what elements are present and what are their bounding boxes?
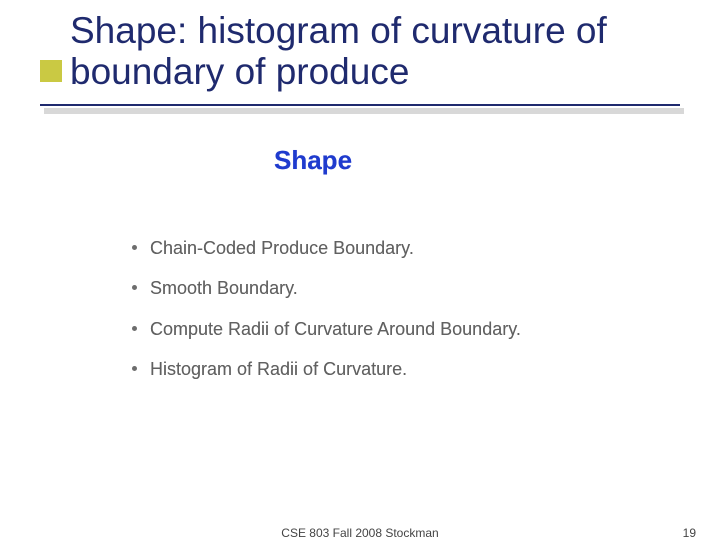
title-bullet-square bbox=[40, 60, 62, 82]
content-heading: Shape bbox=[274, 145, 582, 176]
title-rule-shadow bbox=[44, 108, 684, 114]
title-wrap: Shape: histogram of curvature of boundar… bbox=[70, 10, 690, 93]
footer-center-text: CSE 803 Fall 2008 Stockman bbox=[0, 526, 720, 540]
slide: Shape: histogram of curvature of boundar… bbox=[0, 0, 720, 540]
slide-title: Shape: histogram of curvature of boundar… bbox=[70, 10, 690, 93]
title-rule bbox=[40, 104, 680, 106]
list-item: Compute Radii of Curvature Around Bounda… bbox=[132, 317, 582, 341]
footer-page-number: 19 bbox=[683, 526, 696, 540]
bullet-list: Chain-Coded Produce Boundary. Smooth Bou… bbox=[132, 236, 582, 381]
content-area: Shape Chain-Coded Produce Boundary. Smoo… bbox=[132, 145, 582, 397]
list-item: Smooth Boundary. bbox=[132, 276, 582, 300]
list-item: Histogram of Radii of Curvature. bbox=[132, 357, 582, 381]
list-item: Chain-Coded Produce Boundary. bbox=[132, 236, 582, 260]
